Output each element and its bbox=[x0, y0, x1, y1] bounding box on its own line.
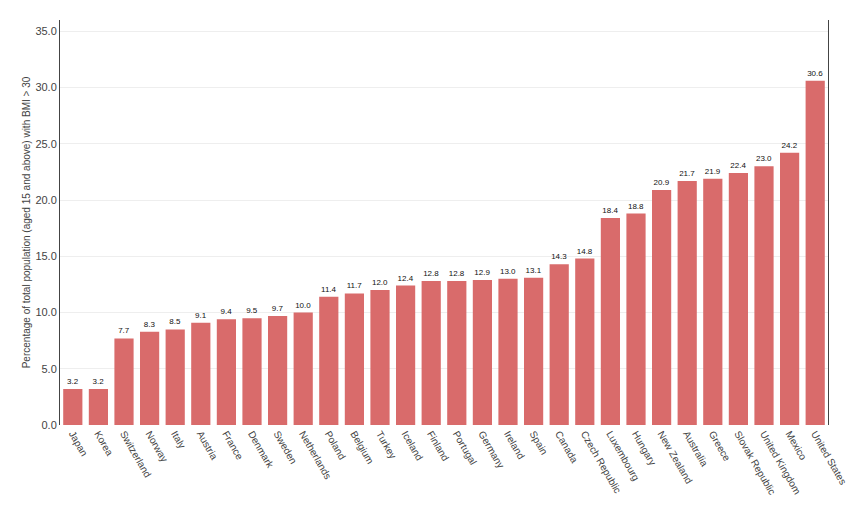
svg-text:Netherlands: Netherlands bbox=[297, 429, 333, 481]
svg-text:Norway: Norway bbox=[144, 429, 170, 464]
svg-text:Germany: Germany bbox=[476, 429, 506, 470]
svg-text:10.0: 10.0 bbox=[295, 301, 311, 310]
svg-text:United States: United States bbox=[809, 429, 849, 487]
svg-text:Ireland: Ireland bbox=[502, 429, 527, 461]
svg-text:18.4: 18.4 bbox=[602, 206, 618, 215]
svg-text:7.7: 7.7 bbox=[118, 326, 130, 335]
svg-text:30.6: 30.6 bbox=[807, 69, 823, 78]
svg-text:Austria: Austria bbox=[195, 429, 220, 462]
svg-text:Australia: Australia bbox=[681, 429, 710, 469]
svg-text:30.0: 30.0 bbox=[35, 81, 56, 93]
svg-text:0.0: 0.0 bbox=[42, 419, 57, 431]
svg-text:Italy: Italy bbox=[169, 429, 188, 450]
svg-text:13.1: 13.1 bbox=[526, 266, 542, 275]
svg-text:Hungary: Hungary bbox=[630, 429, 658, 467]
svg-text:35.0: 35.0 bbox=[35, 25, 56, 37]
svg-text:9.4: 9.4 bbox=[221, 307, 233, 316]
svg-text:9.7: 9.7 bbox=[272, 304, 284, 313]
svg-text:Percentage of total population: Percentage of total population (aged 15 … bbox=[21, 76, 32, 368]
svg-text:21.7: 21.7 bbox=[679, 169, 695, 178]
svg-text:9.1: 9.1 bbox=[195, 311, 207, 320]
svg-text:23.0: 23.0 bbox=[756, 154, 772, 163]
svg-text:Portugal: Portugal bbox=[451, 429, 479, 467]
svg-text:12.8: 12.8 bbox=[423, 269, 439, 278]
svg-text:24.2: 24.2 bbox=[782, 141, 798, 150]
svg-text:Slovak Republic: Slovak Republic bbox=[732, 429, 777, 497]
svg-text:13.0: 13.0 bbox=[500, 267, 516, 276]
svg-text:21.9: 21.9 bbox=[705, 167, 721, 176]
svg-text:8.5: 8.5 bbox=[169, 317, 181, 326]
svg-text:3.2: 3.2 bbox=[93, 377, 105, 386]
svg-text:Mexico: Mexico bbox=[784, 429, 810, 462]
svg-text:Turkey: Turkey bbox=[374, 429, 399, 461]
svg-text:Switzerland: Switzerland bbox=[118, 429, 153, 479]
svg-text:11.7: 11.7 bbox=[347, 281, 363, 290]
svg-text:5.0: 5.0 bbox=[42, 363, 57, 375]
svg-text:14.8: 14.8 bbox=[577, 247, 593, 256]
svg-text:Canada: Canada bbox=[553, 429, 580, 465]
svg-text:Japan: Japan bbox=[67, 429, 90, 458]
svg-text:Korea: Korea bbox=[92, 429, 115, 458]
svg-text:Luxembourg: Luxembourg bbox=[604, 429, 641, 483]
svg-text:11.4: 11.4 bbox=[321, 285, 337, 294]
svg-text:New Zealand: New Zealand bbox=[656, 429, 695, 486]
svg-text:12.8: 12.8 bbox=[449, 269, 465, 278]
svg-text:22.4: 22.4 bbox=[730, 161, 746, 170]
svg-text:10.0: 10.0 bbox=[35, 306, 56, 318]
svg-text:12.9: 12.9 bbox=[474, 268, 490, 277]
svg-text:Spain: Spain bbox=[528, 429, 550, 457]
svg-text:20.9: 20.9 bbox=[654, 178, 670, 187]
svg-text:Greece: Greece bbox=[707, 429, 733, 463]
svg-text:Iceland: Iceland bbox=[400, 429, 426, 462]
svg-text:12.4: 12.4 bbox=[398, 274, 414, 283]
svg-text:France: France bbox=[220, 429, 245, 462]
svg-text:Belgium: Belgium bbox=[348, 429, 376, 466]
svg-text:Sweden: Sweden bbox=[272, 429, 300, 466]
svg-text:Finland: Finland bbox=[425, 429, 451, 463]
svg-text:14.3: 14.3 bbox=[551, 252, 567, 261]
svg-text:United Kingdom: United Kingdom bbox=[758, 429, 803, 496]
svg-text:15.0: 15.0 bbox=[35, 250, 56, 262]
svg-text:3.2: 3.2 bbox=[67, 377, 79, 386]
svg-text:25.0: 25.0 bbox=[35, 138, 56, 150]
svg-text:Czech Republic: Czech Republic bbox=[579, 429, 624, 495]
svg-text:20.0: 20.0 bbox=[35, 194, 56, 206]
svg-text:Denmark: Denmark bbox=[246, 429, 276, 470]
svg-text:8.3: 8.3 bbox=[144, 320, 156, 329]
svg-text:18.8: 18.8 bbox=[628, 202, 644, 211]
svg-text:12.0: 12.0 bbox=[372, 278, 388, 287]
svg-text:Poland: Poland bbox=[323, 429, 348, 461]
svg-text:9.5: 9.5 bbox=[246, 306, 258, 315]
